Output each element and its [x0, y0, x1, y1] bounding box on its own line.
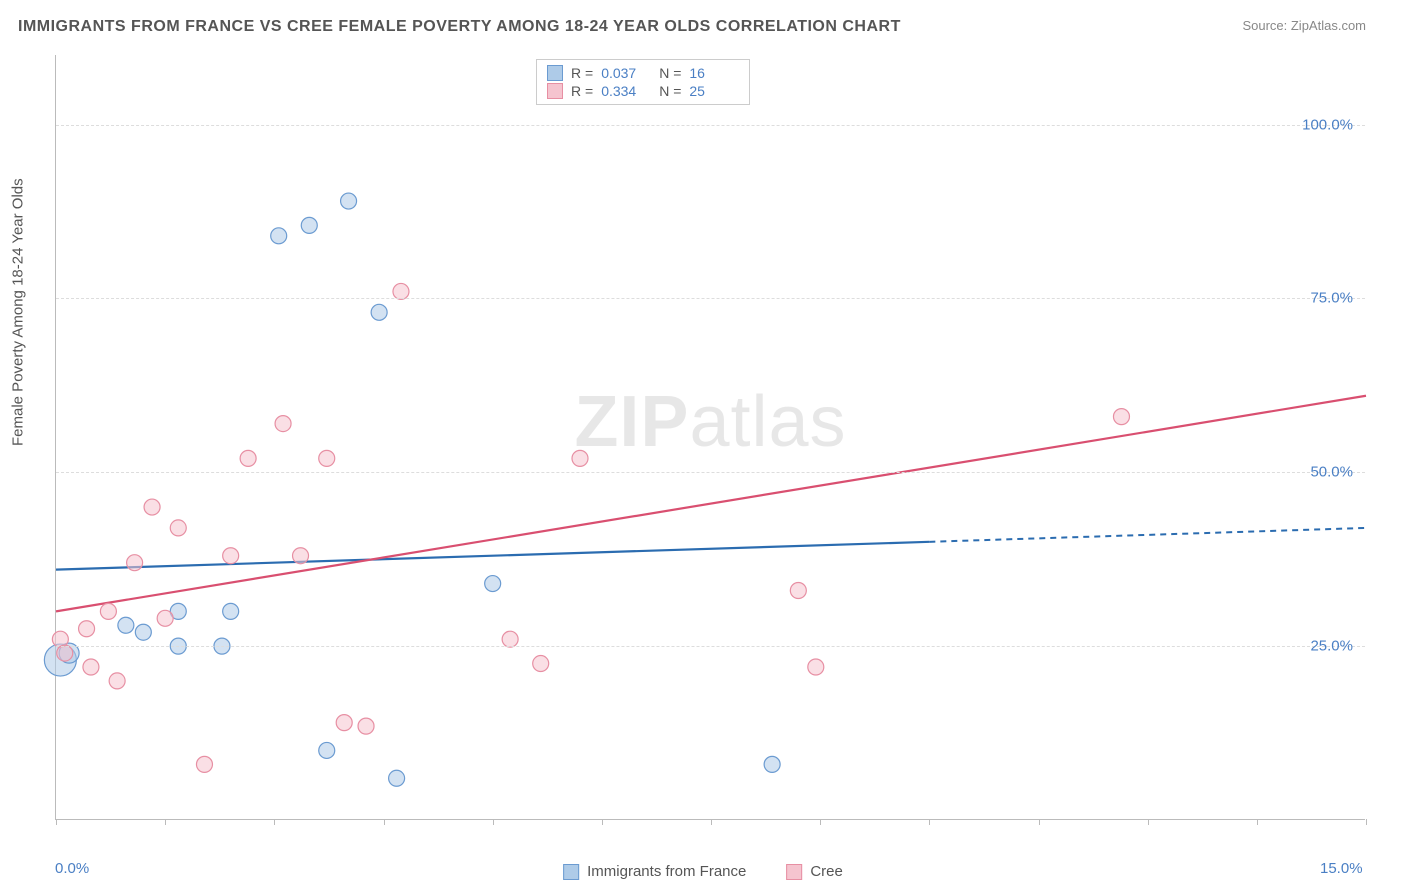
data-point	[358, 718, 374, 734]
y-tick-label: 25.0%	[1310, 638, 1353, 655]
gridline-h	[56, 472, 1365, 473]
data-point	[223, 603, 239, 619]
trend-line-extrapolated	[929, 528, 1366, 542]
legend-series-label: Immigrants from France	[587, 863, 746, 880]
chart-container: IMMIGRANTS FROM FRANCE VS CREE FEMALE PO…	[0, 0, 1406, 892]
gridline-h	[56, 125, 1365, 126]
data-point	[170, 520, 186, 536]
n-value: 16	[689, 65, 739, 81]
y-tick-label: 75.0%	[1310, 290, 1353, 307]
data-point	[371, 304, 387, 320]
data-point	[572, 450, 588, 466]
x-tick	[820, 819, 821, 825]
data-point	[808, 659, 824, 675]
n-value: 25	[689, 83, 739, 99]
chart-title: IMMIGRANTS FROM FRANCE VS CREE FEMALE PO…	[18, 18, 901, 36]
gridline-h	[56, 646, 1365, 647]
data-point	[336, 715, 352, 731]
x-tick	[1366, 819, 1367, 825]
legend-stats: R = 0.037 N = 16 R = 0.334 N = 25	[536, 59, 750, 105]
data-point	[57, 645, 73, 661]
data-point	[100, 603, 116, 619]
trend-line	[56, 542, 929, 570]
y-tick-label: 100.0%	[1302, 116, 1353, 133]
legend-swatch	[563, 864, 579, 880]
data-point	[319, 450, 335, 466]
legend-series-label: Cree	[810, 863, 843, 880]
data-point	[533, 656, 549, 672]
data-point	[127, 555, 143, 571]
data-point	[118, 617, 134, 633]
y-tick-label: 50.0%	[1310, 464, 1353, 481]
legend-swatch	[547, 65, 563, 81]
plot-area: ZIPatlas R =0.037N =16R =0.334N =25 25.0…	[55, 55, 1365, 820]
x-tick	[1257, 819, 1258, 825]
legend-stats-row: R = 0.037 N = 16	[547, 64, 739, 82]
data-point	[393, 283, 409, 299]
data-point	[341, 193, 357, 209]
data-point	[79, 621, 95, 637]
data-point	[223, 548, 239, 564]
data-point	[196, 756, 212, 772]
data-point	[144, 499, 160, 515]
n-label: N =	[659, 65, 681, 81]
data-point	[502, 631, 518, 647]
data-point	[389, 770, 405, 786]
trend-line	[56, 396, 1366, 612]
x-tick	[1039, 819, 1040, 825]
x-tick	[602, 819, 603, 825]
legend-series: Immigrants from France Cree	[563, 863, 843, 880]
source-label: Source: ZipAtlas.com	[1242, 18, 1366, 33]
data-point	[1113, 409, 1129, 425]
data-point	[764, 756, 780, 772]
x-tick	[56, 819, 57, 825]
x-tick	[165, 819, 166, 825]
x-tick	[274, 819, 275, 825]
data-point	[485, 576, 501, 592]
x-tick-label: 0.0%	[55, 860, 89, 877]
data-point	[790, 583, 806, 599]
data-point	[293, 548, 309, 564]
n-label: N =	[659, 83, 681, 99]
x-tick	[711, 819, 712, 825]
r-value: 0.037	[601, 65, 651, 81]
data-point	[240, 450, 256, 466]
legend-series-item: Immigrants from France	[563, 863, 746, 880]
data-point	[275, 416, 291, 432]
legend-series-item: Cree	[786, 863, 843, 880]
data-point	[157, 610, 173, 626]
gridline-h	[56, 298, 1365, 299]
x-tick-label: 15.0%	[1320, 860, 1363, 877]
r-label: R =	[571, 83, 593, 99]
y-axis-label: Female Poverty Among 18-24 Year Olds	[10, 178, 27, 446]
legend-stats-row: R = 0.334 N = 25	[547, 82, 739, 100]
x-tick	[1148, 819, 1149, 825]
data-point	[109, 673, 125, 689]
data-point	[271, 228, 287, 244]
data-point	[135, 624, 151, 640]
plot-svg	[56, 55, 1365, 819]
legend-swatch	[547, 83, 563, 99]
data-point	[301, 217, 317, 233]
x-tick	[929, 819, 930, 825]
x-tick	[493, 819, 494, 825]
data-point	[319, 742, 335, 758]
data-point	[83, 659, 99, 675]
r-label: R =	[571, 65, 593, 81]
r-value: 0.334	[601, 83, 651, 99]
legend-swatch	[786, 864, 802, 880]
x-tick	[384, 819, 385, 825]
